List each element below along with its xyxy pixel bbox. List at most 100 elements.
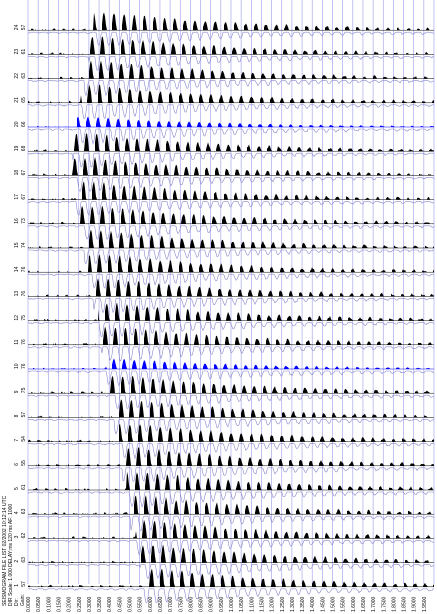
time-label: 1.6500: [361, 596, 367, 612]
waveform-line: [28, 588, 434, 603]
trace-number: 18: [14, 170, 20, 176]
header-line-1: SEISMOGRAM FILE LIST 02/2002 10:12:14 UT…: [2, 495, 8, 606]
trace-number: 14: [14, 266, 20, 272]
waveform-line: [28, 104, 434, 120]
trace-7: [28, 424, 434, 460]
time-label: 0.3500: [97, 596, 103, 612]
waveform-line: [28, 273, 434, 289]
time-label: 0.7000: [168, 596, 174, 612]
trace-number: 15: [14, 242, 20, 248]
waveform-line: [27, 225, 435, 240]
time-label: 1.6000: [351, 596, 357, 612]
trace-9: [27, 376, 435, 409]
trace-number: 20: [14, 121, 20, 127]
waveform-line: [27, 394, 435, 409]
waveform-fill: [28, 424, 434, 442]
time-label: 1.2500: [280, 596, 286, 612]
time-label: 1.9000: [412, 596, 418, 612]
waveform-fill: [34, 133, 434, 152]
waveform-line: [27, 176, 435, 192]
waveform-fill: [28, 229, 434, 248]
waveform-line: [27, 152, 434, 168]
waveform-line: [27, 128, 434, 145]
waveform-line: [27, 515, 435, 532]
header-line-3: Dir:: [14, 598, 20, 606]
waveform-line: [28, 249, 434, 264]
time-label: 1.9500: [422, 596, 428, 612]
trace-number: 24: [14, 24, 20, 30]
time-label: 1.0500: [239, 596, 245, 612]
waveform-line: [28, 298, 434, 314]
waveform-line: [27, 56, 435, 72]
trace-2: [27, 544, 435, 580]
time-label: 1.1000: [249, 596, 255, 612]
trace-offset: 54: [21, 436, 27, 442]
time-label: 1.5000: [331, 596, 337, 612]
trace-offset: 75: [21, 387, 27, 393]
time-label: 1.2000: [270, 596, 276, 612]
waveform-line: [27, 370, 435, 387]
trace-offset: 76: [21, 266, 27, 272]
trace-offset: 76: [21, 363, 27, 369]
trace-number: 5: [14, 487, 20, 490]
time-label: 1.5500: [341, 596, 347, 612]
trace-16: [27, 205, 435, 240]
waveform-line: [27, 564, 435, 580]
waveform-fill: [31, 399, 434, 418]
header-line-4: Gain:: [20, 594, 26, 606]
trace-number: 8: [14, 414, 20, 417]
time-label: 1.8000: [391, 596, 397, 612]
trace-offset: 74: [21, 242, 27, 248]
trace-offset: 68: [21, 145, 27, 151]
waveform-line: [27, 540, 435, 556]
waveform-fill: [31, 12, 430, 31]
trace-offset: 55: [21, 460, 27, 466]
trace-6: [28, 447, 434, 483]
trace-number: 21: [14, 97, 20, 103]
time-label: 0.6500: [158, 596, 164, 612]
time-label: 1.8500: [402, 596, 408, 612]
trace-offset: 61: [21, 49, 27, 55]
waveform-fill: [28, 116, 434, 127]
trace-offset: 62: [21, 533, 27, 539]
trace-5: [27, 471, 435, 508]
trace-offset: 57: [21, 412, 27, 418]
waveform-line: [27, 31, 435, 47]
trace-22: [28, 60, 435, 97]
trace-offset: 76: [21, 291, 27, 297]
time-axis-labels: 0.0000 0.0500 0.1000 0.1500 0.2000 0.2500 0.30…: [26, 596, 428, 612]
trace-offset: 67: [21, 170, 27, 176]
trace-offset: 65: [21, 97, 27, 103]
trace-8: [28, 399, 435, 435]
trace-offset: 57: [21, 24, 27, 30]
time-label: 0.0000: [26, 596, 32, 612]
time-label: 1.4000: [310, 596, 316, 612]
trace-offset: 63: [21, 557, 27, 563]
waveform-line: [27, 322, 435, 338]
time-label: 1.3000: [290, 596, 296, 612]
time-label: 0.8000: [188, 596, 194, 612]
trace-11: [27, 326, 435, 362]
trace-number: 3: [14, 535, 20, 538]
trace-number: 4: [14, 511, 20, 514]
trace-offset: 76: [21, 339, 27, 345]
waveform-fill: [28, 568, 434, 587]
waveform-line: [28, 419, 435, 435]
trace-number: 6: [14, 463, 20, 466]
time-label: 1.1500: [259, 596, 265, 612]
waveform-line: [28, 80, 435, 97]
trace-12: [27, 302, 435, 338]
waveform-fill: [30, 205, 434, 224]
waveform-line: [27, 201, 435, 216]
trace-number: 23: [14, 49, 20, 55]
time-label: 0.5000: [128, 596, 134, 612]
trace-offset: 67: [21, 194, 27, 200]
time-label: 1.0000: [229, 596, 235, 612]
waveform-fill: [31, 376, 430, 394]
waveform-line: [28, 443, 434, 460]
time-label: 1.4500: [320, 596, 326, 612]
trace-17: [27, 181, 435, 216]
trace-offset: 63: [21, 73, 27, 79]
time-label: 0.5500: [138, 596, 144, 612]
